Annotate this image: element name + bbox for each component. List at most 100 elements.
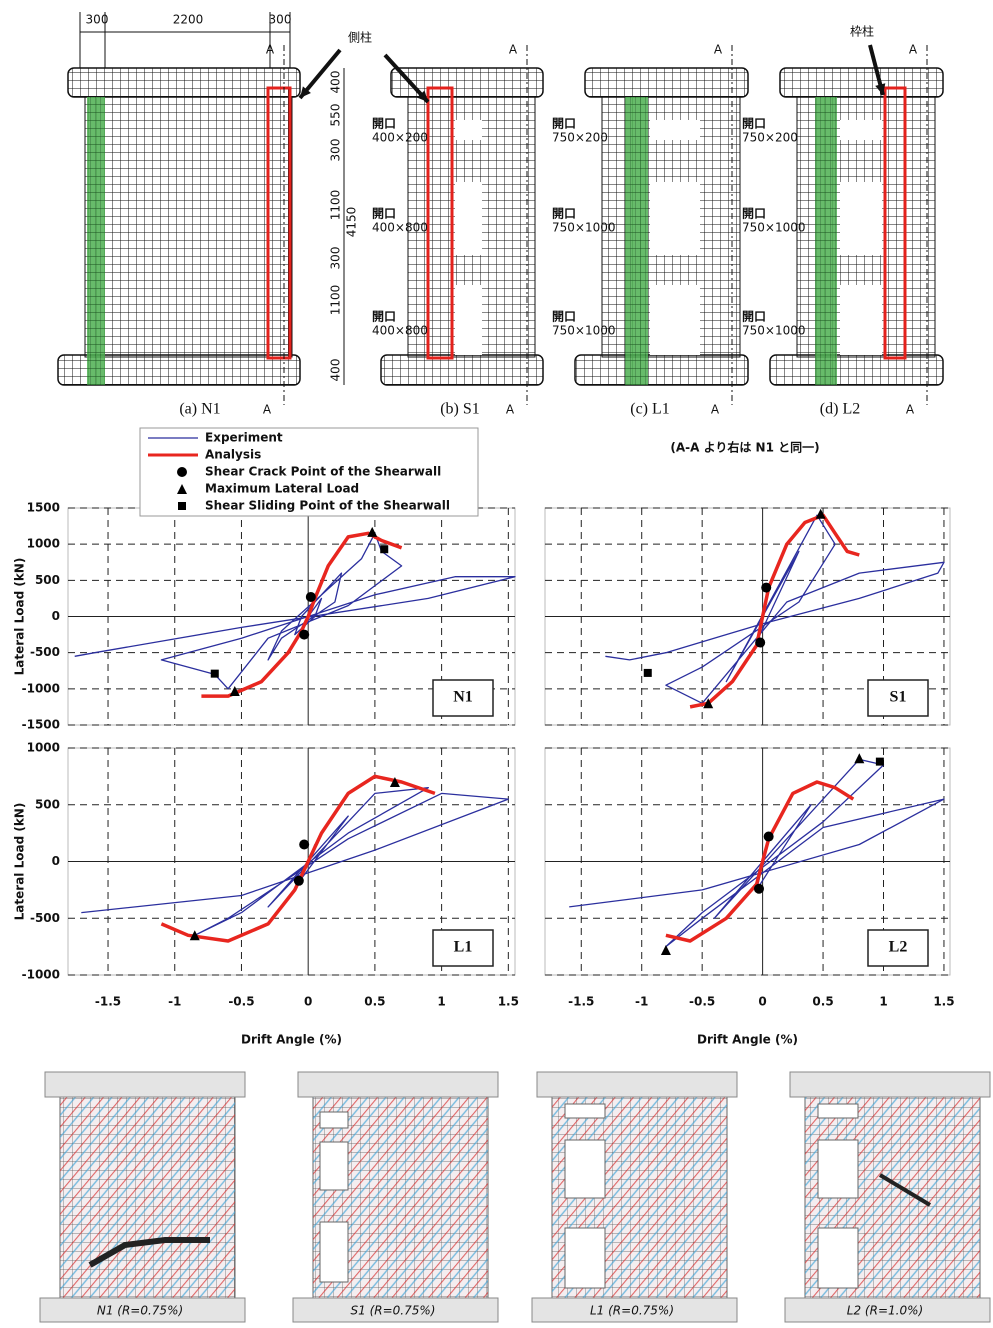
opening [320,1222,348,1282]
marker [178,502,186,510]
opening [565,1104,605,1118]
beam-bottom [770,355,943,385]
beam-top [391,68,543,97]
marker [211,670,219,678]
dimension: 1100 [329,190,343,221]
crack-label: L2 (R=1.0%) [847,1304,923,1318]
y-axis-label: Lateral Load (kN) [13,558,27,676]
y-tick-label: 1000 [27,537,60,551]
section-mark: A [906,403,915,417]
x-tick-label: 1.5 [933,995,954,1009]
legend-label: Experiment [205,431,283,445]
y-tick-label: 1000 [27,741,60,755]
opening-size: 750×1000 [742,324,806,338]
x-tick-label: -1 [635,995,648,1009]
opening [565,1228,605,1288]
specimen-label: S1 [890,689,907,706]
x-tick-label: -1.5 [568,995,594,1009]
section-mark: A [711,403,720,417]
marker [294,876,304,886]
marker [876,758,884,766]
opening [565,1140,605,1198]
opening-size: 750×200 [552,131,608,145]
x-tick-label: 0 [758,995,766,1009]
marker [299,630,309,640]
opening [455,182,482,255]
beam-bottom [575,355,748,385]
opening-title: 開口 [742,207,766,221]
crack-label: N1 (R=0.75%) [97,1304,183,1318]
specimen-label: N1 [453,689,473,706]
side-column [87,97,105,385]
opening-size: 750×1000 [742,221,806,235]
callout: 枠柱 [850,24,874,39]
callout: 側柱 [348,30,372,45]
marker [306,592,316,602]
panel-caption: (a) N1 [179,401,220,418]
section-mark: A [714,43,723,57]
crack-cap [45,1072,245,1097]
specimen-label: L1 [454,939,473,956]
crack-overlay [60,1095,235,1300]
dimension: 300 [269,13,292,27]
marker [754,884,764,894]
opening [818,1228,858,1288]
beam-top [780,68,943,97]
y-tick-label: 1500 [27,501,60,515]
legend-label: Maximum Lateral Load [205,482,359,496]
x-axis-label: Drift Angle (%) [241,1033,342,1047]
legend-label: Analysis [205,448,261,462]
panel-caption: (c) L1 [630,401,670,418]
x-tick-label: 0.5 [364,995,385,1009]
opening-size: 400×800 [372,221,428,235]
dimension: 4150 [345,207,359,238]
opening-title: 開口 [742,117,766,131]
x-tick-label: 1.5 [498,995,519,1009]
beam-bottom [381,355,543,385]
opening-size: 400×800 [372,324,428,338]
y-tick-label: -1000 [22,968,60,982]
dimension: 400 [329,71,343,94]
y-tick-label: 0 [52,609,60,623]
marker [764,832,774,842]
y-tick-label: -500 [30,645,60,659]
y-tick-label: -1000 [22,681,60,695]
opening-title: 開口 [552,310,576,324]
opening [818,1104,858,1118]
opening [320,1112,348,1128]
y-tick-label: -1500 [22,718,60,732]
x-tick-label: 1 [437,995,445,1009]
opening [650,182,700,255]
opening [455,120,482,140]
panel-caption: (b) S1 [440,401,480,418]
section-mark: A [909,43,918,57]
opening [840,182,882,255]
x-axis-label: Drift Angle (%) [697,1033,798,1047]
opening-size: 750×1000 [552,324,616,338]
dimension: 300 [329,247,343,270]
opening [650,120,700,140]
opening-title: 開口 [552,117,576,131]
opening-title: 開口 [372,207,396,221]
section-mark: A [506,403,515,417]
legend-label: Shear Sliding Point of the Shearwall [205,499,450,513]
crack-label: L1 (R=0.75%) [590,1304,674,1318]
panel-caption: (d) L2 [820,401,860,418]
opening-size: 750×1000 [552,221,616,235]
dimension: 2200 [173,13,204,27]
dimension: 1100 [329,285,343,316]
opening [840,120,882,140]
legend-label: Shear Crack Point of the Shearwall [205,465,441,479]
x-tick-label: 1 [879,995,887,1009]
section-mark: A [509,43,518,57]
y-tick-label: 500 [35,573,60,587]
beam-top [68,68,300,97]
opening [455,285,482,355]
opening-title: 開口 [372,310,396,324]
opening-title: 開口 [552,207,576,221]
marker [761,583,771,593]
dimension: 550 [329,104,343,127]
side-column [815,97,837,385]
note: (A-A より右は N1 と同一) [670,440,819,455]
crack-cap [298,1072,498,1097]
